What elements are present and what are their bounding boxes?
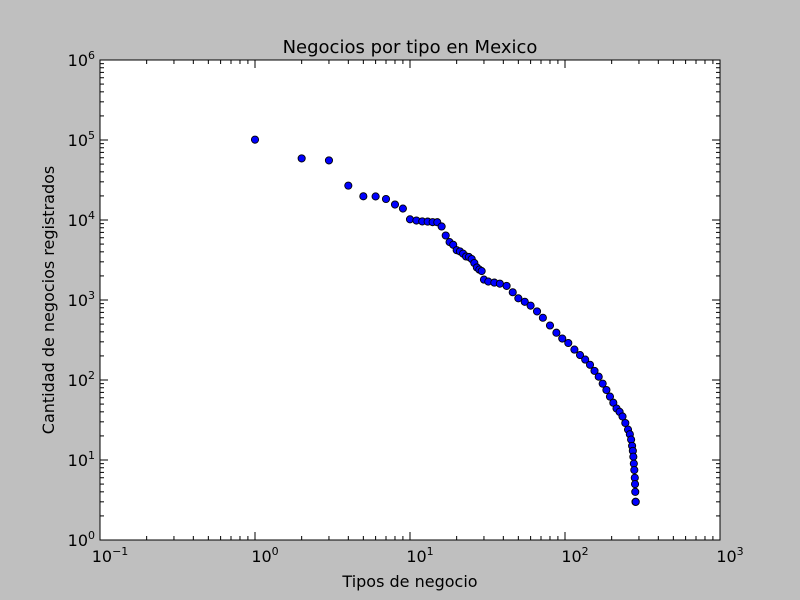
plot-frame	[99, 59, 721, 541]
data-point	[297, 154, 306, 163]
data-point	[621, 418, 630, 428]
data-point	[570, 345, 579, 354]
y-tick-label: 106	[68, 49, 95, 70]
x-tick-label: 100	[251, 545, 278, 566]
data-point	[581, 355, 590, 364]
data-point	[502, 281, 511, 290]
data-point	[526, 301, 535, 310]
data-point	[441, 231, 450, 240]
x-tick-label: 102	[561, 545, 588, 566]
points-layer	[250, 135, 640, 506]
data-point	[575, 351, 585, 360]
data-point	[538, 313, 547, 322]
x-tick-label: 10−1	[92, 545, 129, 566]
data-point	[552, 328, 561, 337]
x-tick-label: 103	[716, 545, 743, 566]
data-point	[250, 135, 260, 144]
data-point	[477, 267, 486, 276]
data-point	[371, 192, 380, 201]
data-point	[495, 279, 504, 288]
plot-area	[100, 60, 720, 540]
data-point	[631, 497, 640, 506]
data-point	[398, 204, 407, 213]
data-point	[618, 412, 627, 421]
data-point	[437, 222, 446, 231]
data-point	[590, 366, 599, 375]
y-tick-label: 103	[68, 289, 95, 310]
data-point	[508, 288, 517, 297]
y-tick-label: 100	[68, 529, 95, 550]
data-point	[630, 465, 639, 475]
data-point	[324, 156, 334, 165]
data-point	[520, 297, 529, 306]
x-axis-label: Tipos de negocio	[341, 572, 477, 591]
y-tick-label: 105	[68, 129, 95, 150]
data-point	[631, 487, 640, 496]
data-point	[564, 338, 573, 348]
chart-title: Negocios por tipo en Mexico	[283, 37, 538, 58]
data-point	[545, 321, 555, 330]
y-tick-label: 102	[68, 369, 95, 390]
data-point	[602, 385, 611, 395]
data-point	[558, 334, 567, 343]
data-point	[405, 215, 415, 224]
data-point	[381, 194, 391, 204]
data-point	[390, 200, 400, 209]
data-point	[629, 452, 638, 461]
y-tick-label: 104	[68, 209, 95, 230]
data-point	[532, 307, 542, 316]
data-point	[585, 360, 595, 369]
data-point	[605, 392, 615, 401]
x-tick-label: 101	[406, 545, 433, 566]
data-point	[630, 480, 640, 489]
y-axis-label: Cantidad de negocios registrados	[39, 166, 58, 434]
data-point	[598, 379, 607, 388]
data-point	[344, 181, 353, 190]
data-point	[594, 372, 603, 381]
data-point	[514, 294, 523, 303]
data-point	[359, 192, 368, 201]
y-tick-label: 101	[68, 449, 95, 470]
